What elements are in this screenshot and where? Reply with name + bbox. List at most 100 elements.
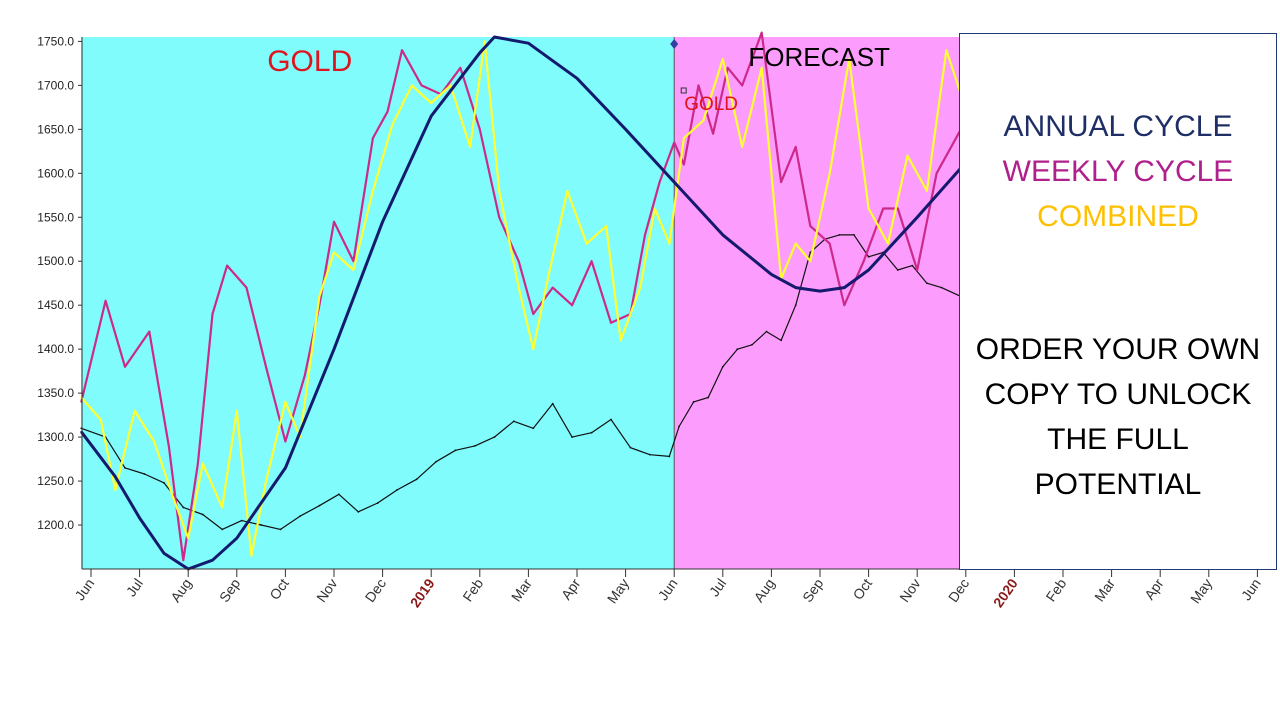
series-combined-point <box>794 242 797 245</box>
x-tick-label: Jul <box>123 576 146 600</box>
series-weekly-cycle-point <box>124 365 126 368</box>
series-weekly-cycle-point <box>532 313 535 315</box>
x-tick-label: Jun <box>1238 576 1264 604</box>
x-tick-label: Aug <box>167 576 194 606</box>
series-combined-point <box>566 189 569 192</box>
series-weekly-cycle-point <box>420 84 423 87</box>
series-annual-cycle-point <box>527 42 530 45</box>
series-weekly-cycle-point <box>644 233 646 236</box>
series-combined-point <box>639 286 642 289</box>
series-combined-point <box>483 40 486 43</box>
x-tick-label: May <box>604 576 632 607</box>
series-annual-cycle-point <box>211 559 214 562</box>
x-tick-label: 2019 <box>407 575 438 610</box>
series-annual-cycle-point <box>576 77 578 80</box>
series-combined-point <box>172 497 175 500</box>
series-combined-point <box>391 124 394 126</box>
series-gold-price-point <box>376 502 379 504</box>
series-annual-cycle-point <box>673 181 676 183</box>
forecast-region <box>674 37 961 569</box>
series-gold-price-point <box>896 269 899 271</box>
series-weekly-cycle-point <box>211 313 214 315</box>
series-combined-point <box>906 154 909 157</box>
series-annual-cycle-point <box>114 475 117 478</box>
series-weekly-cycle-point <box>371 137 374 140</box>
series-combined-point <box>430 102 433 104</box>
series-combined-point <box>498 189 501 192</box>
series-combined-point <box>702 119 705 122</box>
series-gold-price-point <box>721 365 724 368</box>
series-combined-point <box>449 84 452 87</box>
series-annual-cycle-point <box>381 220 384 223</box>
series-gold-price-point <box>415 478 418 481</box>
series-gold-price-point <box>182 506 185 509</box>
series-combined-point <box>887 242 889 245</box>
series-gold-price-point <box>629 446 632 449</box>
series-combined-point <box>333 251 335 254</box>
series-combined-point <box>585 242 588 245</box>
y-tick-label: 1350.0 <box>37 386 74 400</box>
series-gold-price-point <box>512 420 515 423</box>
y-tick-label: 1700.0 <box>37 78 74 92</box>
series-gold-price-point <box>318 504 321 507</box>
x-tick-label: Sep <box>799 575 827 605</box>
series-weekly-cycle-point <box>794 146 797 148</box>
forecast-region-label: FORECAST <box>748 42 890 72</box>
series-weekly-cycle-point <box>459 66 462 69</box>
series-weekly-cycle-point <box>333 220 335 223</box>
series-weekly-cycle-point <box>401 49 403 52</box>
ticker-marker-box <box>680 87 687 94</box>
y-tick-label: 1550.0 <box>37 210 74 224</box>
x-tick-label: Jun <box>655 576 681 604</box>
series-combined-point <box>741 146 744 148</box>
series-weekly-cycle-point <box>167 444 170 447</box>
series-gold-price-point <box>940 286 943 289</box>
series-gold-price-point <box>435 460 437 463</box>
series-weekly-cycle-point <box>683 163 685 166</box>
y-tick-label: 1650.0 <box>37 122 74 136</box>
series-combined-point <box>114 488 117 491</box>
legend-item-weekly-cycle: WEEKLY CYCLE <box>1002 155 1234 188</box>
series-annual-cycle-point <box>163 552 165 555</box>
series-weekly-cycle-point <box>916 269 919 271</box>
series-combined-point <box>221 506 224 509</box>
series-gold-price-point <box>124 466 126 469</box>
series-gold-price-point <box>926 282 928 285</box>
x-tick-label: Sep <box>216 575 244 605</box>
promo-line-1: ORDER YOUR OWN <box>975 333 1261 366</box>
series-gold-price-point <box>240 519 243 522</box>
x-tick-label: Aug <box>750 576 777 606</box>
series-weekly-cycle-point <box>478 128 481 131</box>
series-gold-price-point <box>649 453 651 456</box>
series-combined-point <box>867 207 870 210</box>
x-tick-label: Nov <box>896 576 923 606</box>
series-weekly-cycle-point <box>148 330 151 333</box>
series-annual-cycle-point <box>284 466 287 469</box>
series-combined-point <box>201 462 204 465</box>
series-combined-point <box>945 49 948 52</box>
series-combined-point <box>721 58 724 60</box>
series-gold-price-point <box>532 427 535 430</box>
series-gold-price-point <box>610 418 612 421</box>
series-combined-point <box>318 295 321 298</box>
x-tick-label: Apr <box>1141 575 1167 602</box>
series-gold-price-point <box>396 488 399 491</box>
series-combined-point <box>410 84 413 87</box>
x-tick-label: Dec <box>945 576 972 606</box>
forecast-start-marker <box>670 39 679 49</box>
series-weekly-cycle-point <box>303 374 306 377</box>
promo-line-2: COPY TO UNLOCK <box>984 378 1252 411</box>
series-combined-point <box>926 189 928 192</box>
promo-line-3: THE FULL <box>1047 423 1189 456</box>
series-weekly-cycle-point <box>517 260 520 263</box>
series-gold-price-point <box>590 431 593 434</box>
series-gold-price-point <box>221 528 224 531</box>
ticker-marker-label: GOLD <box>684 94 738 115</box>
series-weekly-cycle-point <box>780 181 783 183</box>
y-tick-label: 1200.0 <box>37 518 74 532</box>
series-annual-cycle-point <box>819 290 821 293</box>
y-tick-label: 1450.0 <box>37 298 74 312</box>
series-gold-price-point <box>260 524 262 526</box>
series-weekly-cycle-point <box>760 31 763 34</box>
series-gold-price-point <box>780 339 783 342</box>
